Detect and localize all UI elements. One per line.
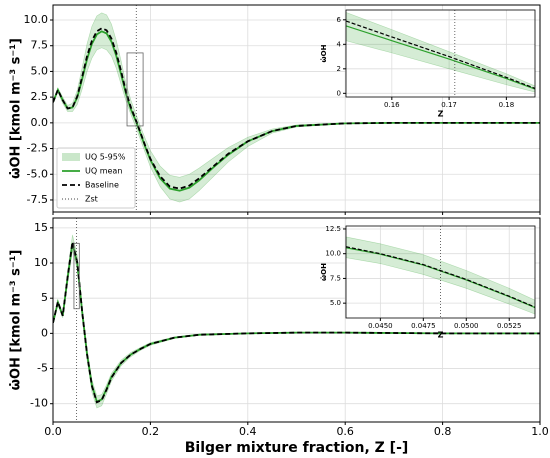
baseline-line (346, 246, 535, 308)
mean-line (346, 25, 535, 90)
plot-lines (346, 10, 535, 97)
x-tick-label: 0.16 (384, 101, 400, 109)
zoom-box (73, 242, 80, 310)
y-tick-label: -5.0 (27, 167, 48, 180)
plot-frame (345, 225, 536, 319)
y-tick-label: 2.5 (31, 90, 49, 103)
y-tick-label: 5 (41, 291, 48, 304)
zoom-box (126, 52, 144, 127)
x-tick-label: 0.0525 (497, 322, 522, 330)
y-tick-label: -7.5 (27, 193, 48, 206)
x-tick-label: 1.0 (531, 425, 549, 438)
y-axis-label: ω̇OH (320, 263, 328, 281)
x-axis-label: Bilger mixture fraction, Z [-] (185, 440, 409, 456)
y-tick-label: 5.0 (31, 64, 49, 77)
y-axis-label: ω̇OH [kmol m⁻³ s⁻¹] (9, 38, 24, 179)
plot-frame (345, 9, 536, 98)
plot-lines (53, 5, 540, 212)
x-tick-label: 0.0 (44, 425, 62, 438)
y-tick-label: 0.0 (31, 116, 49, 129)
x-tick-label: 0.17 (441, 101, 457, 109)
x-axis-label: Z (438, 331, 444, 340)
plot-frame (52, 4, 541, 213)
baseline-line (53, 27, 540, 190)
y-tick-label: 4 (337, 40, 342, 48)
legend-box (56, 147, 136, 209)
legend-label: Baseline (85, 181, 119, 190)
legend-label: Zst (85, 195, 98, 204)
x-tick-label: 0.0475 (411, 322, 436, 330)
x-tick-label: 0.4 (239, 425, 257, 438)
y-tick-label: 10 (34, 256, 48, 269)
legend-label: UQ 5-95% (85, 153, 126, 162)
y-tick-label: 2 (337, 65, 341, 73)
x-tick-label: 0.18 (499, 101, 515, 109)
legend-label: UQ mean (85, 167, 122, 176)
panel: 5.0 7.5 10.0 12.5 0.0450 0.0475 0.0500 0.0525 ω̇… (320, 225, 536, 340)
legend: UQ 5-95% UQ mean Baseline Zst (56, 147, 136, 209)
y-tick-label: 5.0 (330, 299, 341, 307)
baseline-line (346, 20, 535, 89)
panel: 0 2 4 6 0.16 0.17 0.18 ω̇OH Z (320, 9, 536, 119)
y-tick-label: 15 (34, 221, 48, 234)
y-tick-label: 12.5 (325, 225, 341, 233)
x-axis-label: Z (438, 110, 444, 119)
y-tick-label: 7.5 (31, 39, 49, 52)
y-tick-label: 0 (41, 326, 48, 339)
y-tick-label: 7.5 (330, 274, 341, 282)
x-tick-label: 0.0450 (368, 322, 393, 330)
plot-lines (346, 226, 535, 318)
y-tick-label: 10.0 (24, 13, 49, 26)
y-axis-label: ω̇OH (320, 44, 328, 62)
y-tick-label: -10 (30, 397, 48, 410)
legend-swatch (62, 153, 80, 161)
plot-frame (52, 217, 541, 423)
x-tick-label: 0.6 (336, 425, 354, 438)
plot-lines (53, 218, 540, 422)
y-tick-label: 6 (337, 16, 342, 24)
uq-band (346, 236, 535, 315)
y-tick-label: -2.5 (27, 142, 48, 155)
y-tick-label: 0 (337, 89, 341, 97)
y-tick-label: -5 (37, 362, 48, 375)
x-tick-label: 0.8 (434, 425, 452, 438)
x-tick-label: 0.2 (142, 425, 160, 438)
x-tick-label: 0.0500 (454, 322, 479, 330)
y-axis-label: ω̇OH [kmol m⁻³ s⁻¹] (9, 250, 24, 391)
y-tick-label: 10.0 (325, 250, 341, 258)
